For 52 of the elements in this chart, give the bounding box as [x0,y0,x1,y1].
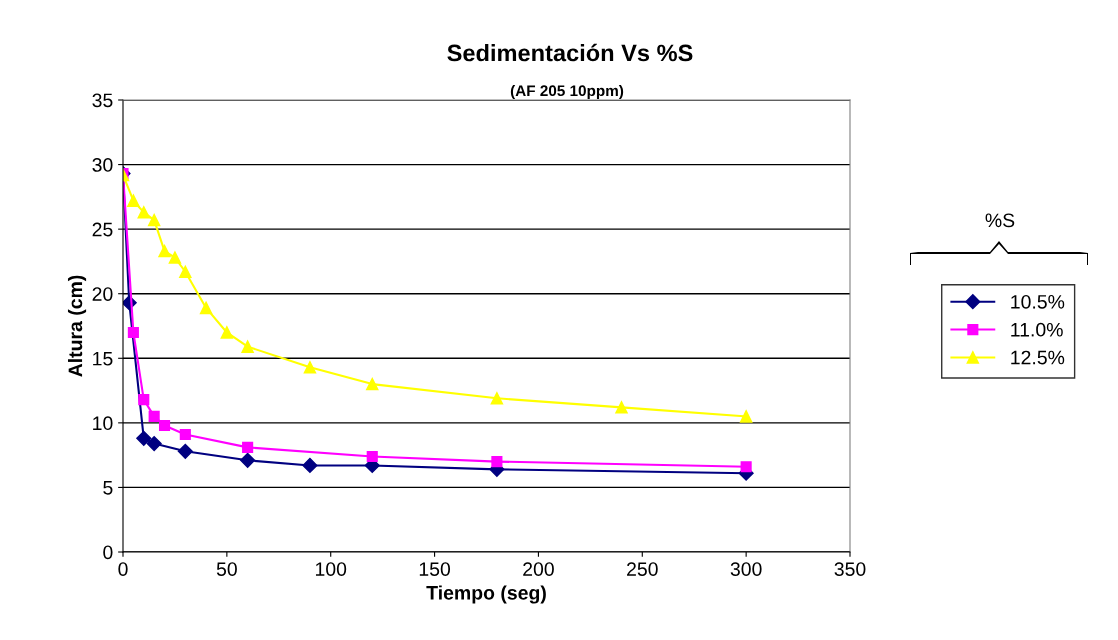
point [491,456,503,468]
y-tick-label: 0 [103,545,113,560]
point [127,194,140,207]
point [168,251,182,264]
x-tick-label: 0 [118,562,128,576]
y-tick-label: 5 [103,481,113,495]
y-tick-label: 10 [93,416,113,431]
point [146,435,162,452]
point [241,340,254,353]
x-tick-label: 150 [419,562,451,576]
chart-subtitle: (AF 205 10ppm) [510,84,624,100]
point [302,457,318,474]
point [158,244,171,258]
chart-title: Sedimentación Vs %S [447,43,693,62]
point [303,361,317,374]
point [127,326,139,339]
point [740,461,752,473]
point [242,441,254,453]
point [147,213,161,227]
point [137,206,151,219]
point [220,326,234,339]
point [158,419,171,431]
point [138,394,150,406]
y-tick-label: 15 [93,351,113,366]
point [179,428,191,441]
x-tick-label: 300 [730,562,762,576]
point [490,392,504,405]
point [199,301,213,315]
legend-title: %S [985,213,1015,228]
legend-label: 10.5% [1011,294,1065,309]
point [240,452,256,468]
point [179,265,192,279]
point [366,450,378,462]
y-tick-label: 30 [92,158,113,172]
x-tick-label: 350 [834,562,866,576]
point [366,377,379,391]
x-tick-label: 50 [216,562,237,576]
point [136,430,152,446]
legend-label: 12.5% [1011,350,1065,365]
x-tick-label: 100 [315,562,347,576]
y-tick-label: 20 [92,287,113,301]
y-axis-title: Altura (cm) [67,275,87,377]
x-axis-title: Tiempo (seg) [426,585,546,604]
point [739,410,753,423]
y-tick-label: 35 [92,93,113,108]
legend-label: 11.0% [1011,322,1063,337]
point [148,410,160,422]
point [615,401,628,414]
point [177,443,193,459]
x-tick-label: 250 [627,562,658,576]
x-tick-label: 200 [523,562,554,576]
y-tick-label: 25 [92,222,113,237]
